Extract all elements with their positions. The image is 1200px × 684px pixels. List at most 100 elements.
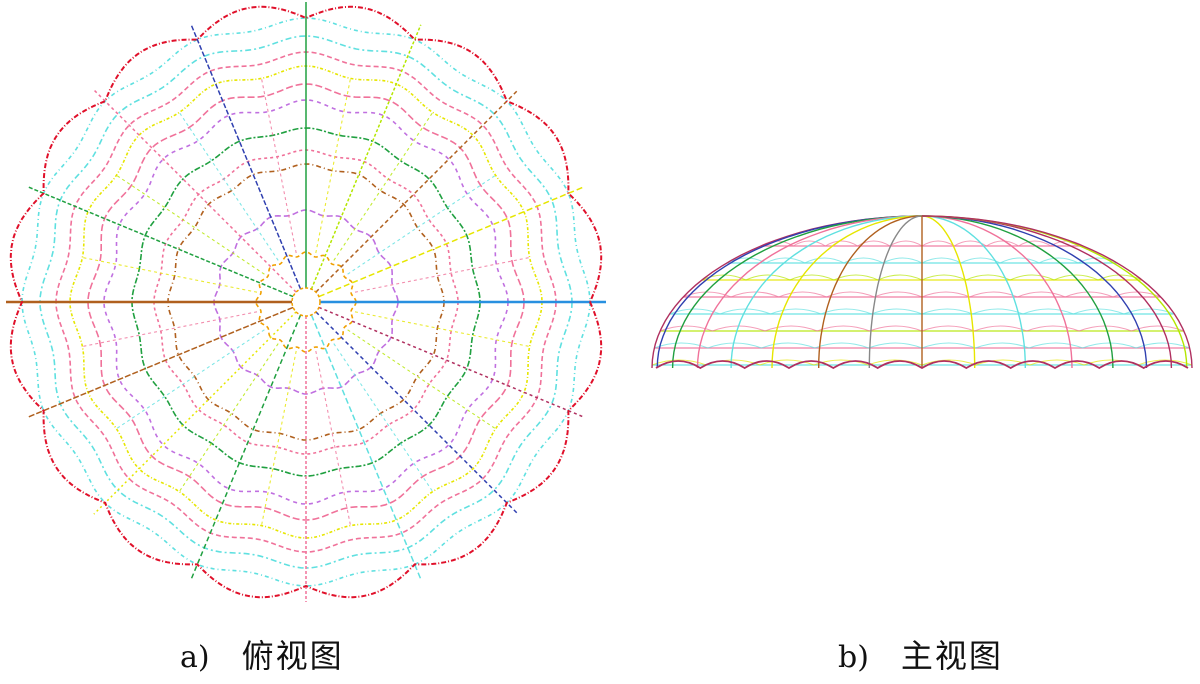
dome-scallop	[1135, 342, 1190, 349]
dome-scallop	[826, 291, 875, 298]
dome-scallop	[921, 308, 973, 315]
dome-scallop	[857, 240, 891, 247]
dome-scallop	[1065, 291, 1114, 298]
sub-spoke-7	[114, 329, 265, 431]
spoke-4	[310, 314, 422, 580]
dome-scallop	[874, 291, 923, 298]
dome-scallop	[867, 359, 923, 366]
dome-rib-17	[921, 215, 1193, 369]
dome-rib-3	[671, 215, 923, 369]
caption-top-view: a) 俯视图	[180, 636, 344, 678]
dome-scallop	[877, 274, 923, 281]
spoke-3	[315, 311, 519, 515]
dome-scallop	[814, 342, 869, 349]
sub-spoke-9	[80, 256, 258, 293]
dome-scallop	[759, 359, 815, 366]
dome-scallop	[654, 342, 709, 349]
dome-scallop	[1038, 257, 1079, 264]
dome-scallop	[921, 274, 967, 281]
dome-scallop	[1022, 308, 1074, 315]
caption-front-view: b) 主视图	[838, 636, 1003, 678]
spoke-2	[318, 306, 584, 418]
dome-rib-5	[730, 215, 923, 369]
spoke-14	[310, 24, 422, 290]
sub-spoke-12	[260, 76, 297, 254]
dome-scallop	[1017, 291, 1066, 298]
dome-scallop	[953, 240, 987, 247]
dome-scallop	[921, 325, 975, 332]
dome-rib-6	[771, 215, 923, 369]
dome-ribs	[651, 215, 1193, 369]
sub-spoke-10	[114, 173, 265, 275]
spoke-15	[315, 89, 519, 293]
spoke-6	[190, 314, 302, 580]
dome-scallop	[745, 274, 791, 281]
caption-title-a: 俯视图	[241, 637, 344, 675]
dome-scallop	[1029, 359, 1085, 366]
dome-scallop	[889, 240, 923, 247]
dome-scallop	[960, 257, 1001, 264]
dome-base-scallop	[655, 360, 1189, 370]
dome-scallop	[825, 240, 858, 247]
dome-scallop	[833, 274, 879, 281]
caption-letter-a: a)	[180, 640, 210, 675]
dome-scallop	[817, 325, 870, 332]
front-view-diagram	[651, 215, 1193, 370]
sub-spoke-13	[315, 76, 352, 254]
sub-spoke-15	[347, 173, 498, 275]
radial-spokes	[6, 2, 606, 602]
dome-scallop	[1082, 342, 1137, 349]
top-view-diagram	[6, 2, 606, 602]
spoke-16	[318, 186, 584, 298]
dome-scallop	[778, 291, 827, 298]
dome-scallop	[975, 342, 1030, 349]
dome-scallop	[974, 325, 1027, 332]
dome-scallop	[843, 257, 884, 264]
dome-rib-11	[921, 215, 1026, 369]
dome-rib-4	[696, 215, 923, 369]
sub-spoke-3	[333, 343, 435, 494]
dome-rib-14	[921, 215, 1148, 369]
dome-scallop	[869, 325, 923, 332]
dome-scallop	[730, 291, 779, 298]
dome-rib-13	[921, 215, 1114, 369]
dome-rib-12	[921, 215, 1073, 369]
dome-scallop	[804, 257, 845, 264]
caption-letter-b: b)	[838, 640, 869, 675]
dome-rib-10	[921, 215, 976, 369]
sub-spoke-11	[177, 110, 279, 261]
outer-edge-path	[9, 5, 603, 599]
dome-rib-7	[818, 215, 923, 369]
dome-scallop	[707, 342, 762, 349]
dome-scallop	[965, 274, 1011, 281]
ring-11	[21, 17, 591, 587]
dome-scallop	[1137, 359, 1193, 366]
dome-scallop	[765, 257, 806, 264]
spoke-12	[190, 24, 302, 290]
dome-scallop	[1053, 274, 1099, 281]
dome-scallop	[1073, 308, 1125, 315]
dome-scallop	[1028, 342, 1083, 349]
dome-scallop	[761, 342, 816, 349]
dome-scallop	[719, 308, 771, 315]
scalloped-outer-edge	[9, 5, 603, 599]
dome-scallop	[1112, 291, 1161, 298]
dome-scallop	[764, 325, 818, 332]
dome-scallop	[1131, 325, 1185, 332]
sub-spoke-1	[354, 311, 532, 348]
dome-scallop	[820, 308, 872, 315]
dome-scallop	[871, 308, 923, 315]
dome-base-edge	[655, 360, 1189, 370]
spoke-10	[28, 186, 294, 298]
ring-8	[69, 65, 543, 539]
dome-scallop	[1009, 274, 1055, 281]
dome-scallop	[921, 257, 962, 264]
spoke-8	[28, 306, 294, 418]
sub-spoke-5	[260, 350, 297, 528]
dome-scallop	[986, 240, 1019, 247]
dome-scallop	[651, 359, 707, 366]
dome-scallop	[1018, 240, 1052, 247]
spoke-11	[93, 89, 297, 293]
dome-scallop	[770, 308, 822, 315]
sub-spoke-2	[347, 329, 498, 431]
